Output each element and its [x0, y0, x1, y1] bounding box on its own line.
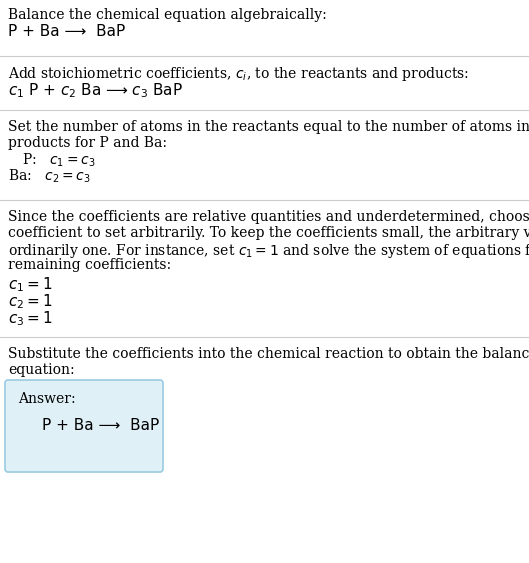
Text: $c_2 = 1$: $c_2 = 1$ [8, 292, 52, 311]
Text: coefficient to set arbitrarily. To keep the coefficients small, the arbitrary va: coefficient to set arbitrarily. To keep … [8, 226, 529, 240]
Text: P:   $c_1 = c_3$: P: $c_1 = c_3$ [22, 152, 96, 169]
FancyBboxPatch shape [5, 380, 163, 472]
Text: P + Ba ⟶  BaP: P + Ba ⟶ BaP [42, 418, 159, 433]
Text: P + Ba ⟶  BaP: P + Ba ⟶ BaP [8, 24, 125, 39]
Text: Add stoichiometric coefficients, $c_i$, to the reactants and products:: Add stoichiometric coefficients, $c_i$, … [8, 65, 469, 83]
Text: Balance the chemical equation algebraically:: Balance the chemical equation algebraica… [8, 8, 327, 22]
Text: Answer:: Answer: [18, 392, 76, 406]
Text: Substitute the coefficients into the chemical reaction to obtain the balanced: Substitute the coefficients into the che… [8, 347, 529, 361]
Text: $c_3 = 1$: $c_3 = 1$ [8, 309, 52, 328]
Text: $c_1$ P + $c_2$ Ba ⟶ $c_3$ BaP: $c_1$ P + $c_2$ Ba ⟶ $c_3$ BaP [8, 81, 183, 100]
Text: Set the number of atoms in the reactants equal to the number of atoms in the: Set the number of atoms in the reactants… [8, 120, 529, 134]
Text: remaining coefficients:: remaining coefficients: [8, 258, 171, 272]
Text: equation:: equation: [8, 363, 75, 377]
Text: Ba:   $c_2 = c_3$: Ba: $c_2 = c_3$ [8, 168, 90, 185]
Text: ordinarily one. For instance, set $c_1 = 1$ and solve the system of equations fo: ordinarily one. For instance, set $c_1 =… [8, 242, 529, 260]
Text: Since the coefficients are relative quantities and underdetermined, choose a: Since the coefficients are relative quan… [8, 210, 529, 224]
Text: $c_1 = 1$: $c_1 = 1$ [8, 275, 52, 294]
Text: products for P and Ba:: products for P and Ba: [8, 136, 167, 150]
